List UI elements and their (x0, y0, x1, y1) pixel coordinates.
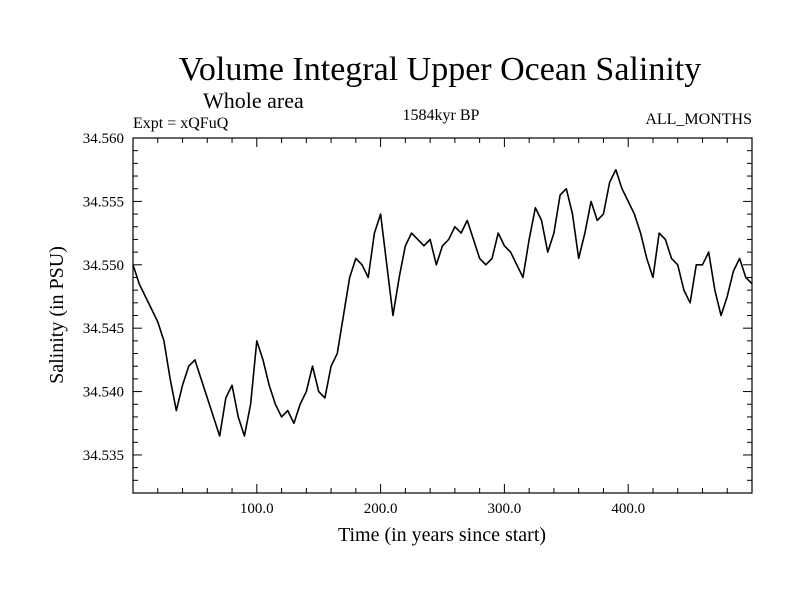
y-tick-label: 34.535 (83, 448, 124, 464)
chart-subtitle: Whole area (203, 88, 304, 113)
annotation-period: 1584kyr BP (403, 107, 480, 124)
y-tick-label: 34.550 (83, 258, 124, 274)
y-tick-label: 34.540 (83, 385, 124, 401)
plot-frame (132, 137, 753, 494)
y-axis-ticks (133, 150, 752, 481)
y-tick-label: 34.560 (83, 131, 124, 147)
y-axis-label: Salinity (in PSU) (46, 246, 68, 384)
x-axis-label: Time (in years since start) (338, 524, 546, 546)
x-tick-label: 400.0 (611, 501, 645, 517)
annotation-months: ALL_MONTHS (645, 111, 752, 128)
x-axis-ticks (157, 138, 728, 493)
chart-title: Volume Integral Upper Ocean Salinity (179, 51, 701, 88)
x-tick-label: 200.0 (364, 501, 398, 517)
y-axis-tick-labels: 34.535 34.540 34.545 34.550 34.555 34.560 (83, 131, 124, 464)
y-tick-label: 34.545 (83, 321, 124, 337)
annotation-experiment: Expt = xQFuQ (133, 115, 229, 132)
x-tick-label: 100.0 (240, 501, 274, 517)
x-axis-tick-labels: 100.0 200.0 300.0 400.0 (240, 501, 645, 517)
salinity-series-line (132, 168, 753, 437)
x-tick-label: 300.0 (488, 501, 522, 517)
y-tick-label: 34.555 (83, 194, 124, 210)
